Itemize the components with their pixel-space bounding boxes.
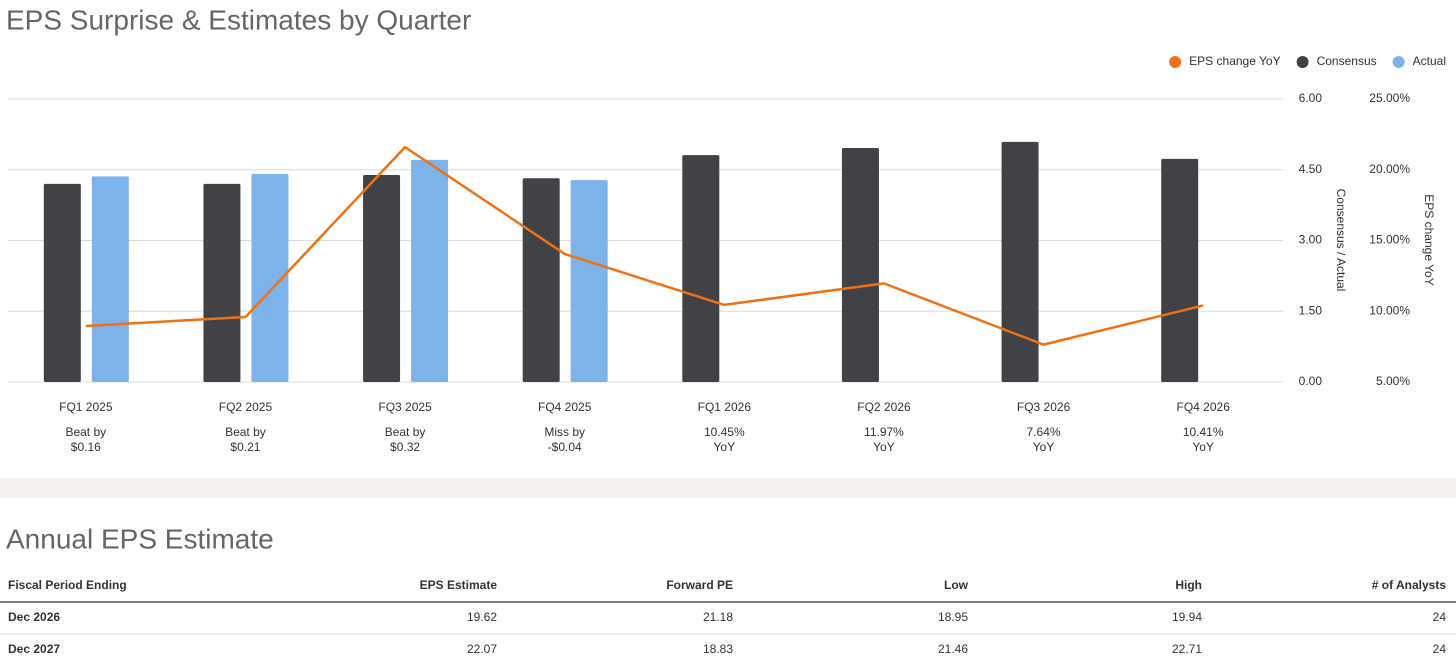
x-tick-label: FQ2 2026 <box>857 400 911 414</box>
table-header: Forward PE <box>666 578 733 592</box>
x-tick-label: FQ3 2025 <box>378 400 432 414</box>
legend-label: Consensus <box>1317 54 1377 68</box>
x-tick-label: FQ2 2025 <box>219 400 273 414</box>
table-cell: 22.71 <box>1172 642 1202 656</box>
annotation: 10.45% <box>704 425 745 439</box>
y-axis-title: Consensus / Actual <box>1334 189 1348 292</box>
table-cell: 18.83 <box>703 642 733 656</box>
annotation: 7.64% <box>1027 425 1061 439</box>
bar <box>203 183 241 382</box>
x-tick-label: FQ4 2025 <box>538 400 592 414</box>
table-cell: Dec 2027 <box>8 642 60 656</box>
legend-label: Actual <box>1413 54 1446 68</box>
y2-tick-label: 25.00% <box>1369 91 1410 105</box>
bar <box>363 174 401 382</box>
table-header: EPS Estimate <box>420 578 498 592</box>
bar <box>91 176 129 382</box>
legend-swatch <box>1296 56 1309 68</box>
annotation: YoY <box>1192 440 1214 454</box>
table-cell: 21.18 <box>703 610 733 624</box>
y2-tick-label: 5.00% <box>1376 374 1410 388</box>
table-header: Low <box>944 578 969 592</box>
bar <box>1001 141 1039 382</box>
bar <box>1161 158 1199 382</box>
table-header: # of Analysts <box>1372 578 1447 592</box>
y2-axis-title: EPS change YoY <box>1422 194 1436 285</box>
legend-label: EPS change YoY <box>1189 54 1280 68</box>
separator <box>0 478 1456 498</box>
y-tick-label: 0.00 <box>1299 374 1323 388</box>
y-tick-label: 4.50 <box>1299 162 1323 176</box>
bar <box>522 178 560 382</box>
annotation: YoY <box>873 440 895 454</box>
table-cell: 18.95 <box>938 610 968 624</box>
x-tick-label: FQ1 2026 <box>698 400 752 414</box>
annotation: YoY <box>714 440 736 454</box>
y-tick-label: 3.00 <box>1299 233 1323 247</box>
annotation: Beat by <box>65 425 106 439</box>
table-cell: 19.62 <box>467 610 497 624</box>
annotation: $0.21 <box>230 440 260 454</box>
y2-tick-label: 20.00% <box>1369 162 1410 176</box>
annotation: $0.32 <box>390 440 420 454</box>
legend-swatch <box>1169 56 1182 68</box>
bar <box>841 148 879 382</box>
annotation: 10.41% <box>1183 425 1224 439</box>
bar <box>411 159 449 382</box>
table-cell: Dec 2026 <box>8 610 60 624</box>
bar <box>251 173 289 382</box>
annotation: YoY <box>1033 440 1055 454</box>
table-title: Annual EPS Estimate <box>6 523 274 554</box>
table-cell: 24 <box>1433 610 1447 624</box>
x-tick-label: FQ4 2026 <box>1177 400 1231 414</box>
annotation: Beat by <box>385 425 426 439</box>
table-cell: 21.46 <box>938 642 968 656</box>
table-cell: 24 <box>1433 642 1447 656</box>
annotation: Beat by <box>225 425 266 439</box>
x-tick-label: FQ3 2026 <box>1017 400 1071 414</box>
y2-tick-label: 10.00% <box>1369 303 1410 317</box>
y-tick-label: 6.00 <box>1299 91 1323 105</box>
table-cell: 19.94 <box>1172 610 1202 624</box>
table-cell: 22.07 <box>467 642 497 656</box>
legend-swatch <box>1392 56 1405 68</box>
table-header: High <box>1175 578 1202 592</box>
annotation: $0.16 <box>71 440 101 454</box>
annotation: 11.97% <box>864 425 904 439</box>
table-header: Fiscal Period Ending <box>8 578 127 592</box>
bar <box>682 155 720 382</box>
chart-title: EPS Surprise & Estimates by Quarter <box>6 4 471 35</box>
y2-tick-label: 15.00% <box>1369 233 1410 247</box>
bar <box>43 183 81 382</box>
line <box>85 145 1204 346</box>
y-tick-label: 1.50 <box>1299 303 1323 317</box>
annotation: Miss by <box>544 425 585 439</box>
bar <box>570 180 608 382</box>
annotation: -$0.04 <box>548 440 582 454</box>
x-tick-label: FQ1 2025 <box>59 400 113 414</box>
